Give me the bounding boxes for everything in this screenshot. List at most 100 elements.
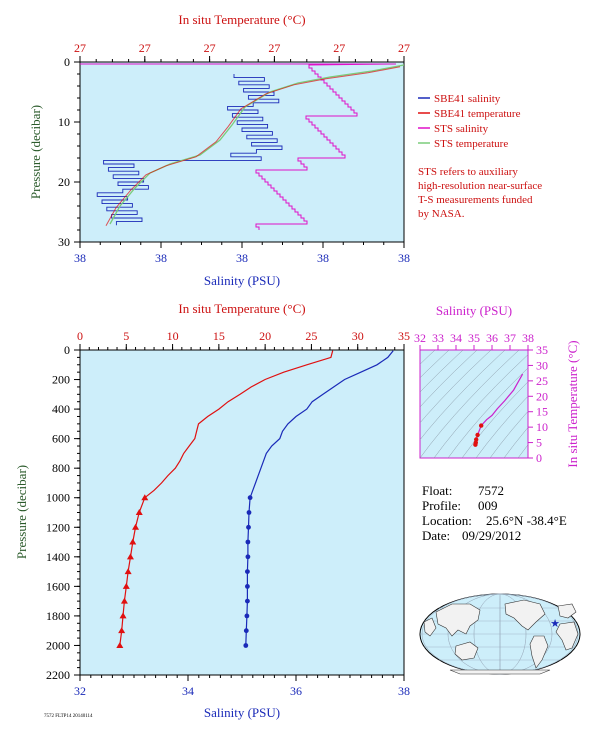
near-surface-chart: 27 27 27 27 27 27 38 38 38 38 38 0 10 20 30 In situ Te… (28, 12, 542, 288)
legend-sts-salinity: STS salinity (434, 123, 489, 135)
ts-deep-point (475, 432, 480, 438)
full-depth-bottom-tick-label: 34 (182, 684, 194, 698)
near-surface-sts-salinity-line (80, 63, 397, 230)
ts-density-contour (433, 354, 528, 458)
ts-density-contour (420, 350, 436, 365)
ts-density-contour (420, 350, 464, 393)
full-depth-top-tick-label: 10 (167, 329, 179, 343)
full-depth-salinity-point (245, 598, 250, 604)
full-depth-plot-area (79, 349, 405, 676)
ts-density-contour (420, 350, 506, 441)
near-surface-legend: SBE41 salinity SBE41 temperature STS sal… (418, 93, 521, 150)
float-info: Float: 7572 Profile: 009 Location: 25.6°… (422, 483, 567, 543)
full-depth-bottom-tick-label: 38 (398, 684, 410, 698)
ts-density-contour (420, 350, 520, 458)
near-surface-top-axis-label: In situ Temperature (°C) (178, 12, 305, 27)
full-depth-temperature-point (126, 553, 134, 560)
full-depth-y-tick-label: 200 (52, 373, 70, 387)
full-depth-top-tick-label: 15 (213, 329, 225, 343)
full-depth-temperature-point (141, 494, 149, 501)
near-surface-top-tick-label: 27 (74, 41, 86, 55)
full-depth-y-tick-label: 0 (64, 343, 70, 357)
sts-note: STS refers to auxiliary high-resolution … (418, 166, 542, 220)
full-depth-temperature-point (120, 597, 128, 604)
ts-right-tick-label: 25 (536, 374, 548, 388)
full-depth-temperature-point (124, 568, 132, 575)
near-surface-top-tick-label: 27 (139, 41, 151, 55)
world-map: ★ (419, 593, 581, 675)
land-asia (435, 603, 481, 637)
location-label: Location: (422, 513, 472, 528)
near-surface-sbe41-salinity-line (96, 74, 283, 226)
full-depth-salinity-point (247, 495, 253, 501)
date-value: 09/29/2012 (462, 528, 521, 543)
near-surface-y-axis-label: Pressure (decibar) (28, 105, 43, 199)
ts-plot-area (419, 349, 529, 459)
map-land (423, 599, 579, 675)
full-depth-salinity-point (246, 524, 251, 530)
near-surface-top-tick-label: 27 (204, 41, 216, 55)
near-surface-top-tick-label: 27 (398, 41, 410, 55)
ts-top-tick-label: 37 (504, 331, 516, 345)
full-depth-y-tick-label: 1600 (46, 579, 70, 593)
full-depth-top-tick-label: 30 (352, 329, 364, 343)
full-depth-salinity-point (243, 628, 249, 634)
ts-right-tick-label: 5 (536, 436, 542, 450)
full-depth-y-tick-label: 2200 (46, 668, 70, 682)
full-depth-top-tick-label: 0 (77, 329, 83, 343)
ts-density-contour (420, 350, 492, 424)
full-depth-salinity-point (246, 510, 252, 515)
full-depth-y-tick-label: 600 (52, 432, 70, 446)
full-depth-y-tick-label: 1800 (46, 609, 70, 623)
full-depth-salinity-point (244, 613, 250, 619)
profile-label: Profile: (422, 498, 461, 513)
full-depth-top-axis-label: In situ Temperature (°C) (178, 301, 305, 316)
full-depth-y-tick-label: 1200 (46, 520, 70, 534)
sts-note-line-3: T-S measurements funded (418, 194, 533, 206)
ts-density-contour (447, 367, 528, 458)
full-depth-bottom-tick-label: 32 (74, 684, 86, 698)
full-depth-chart: 0 5 10 15 20 25 30 35 32 34 36 38 0 200 400 600 800 1000 1… (14, 301, 410, 720)
ts-right-tick-label: 10 (536, 420, 548, 434)
footer-code: 7572 FLTP14 20140114 (44, 714, 93, 719)
ts-top-tick-label: 34 (450, 331, 462, 345)
ts-deep-point (473, 442, 478, 447)
full-depth-salinity-point (245, 539, 251, 545)
full-depth-temperature-point (129, 538, 137, 545)
near-surface-sbe41-temperature-line (105, 66, 401, 227)
near-surface-y-tick-label: 0 (64, 55, 70, 69)
near-surface-bottom-tick-label: 38 (155, 251, 167, 265)
land-south-america (529, 635, 549, 669)
full-depth-temperature-point (135, 509, 143, 515)
near-surface-top-tick-label: 27 (268, 41, 280, 55)
full-depth-y-tick-label: 800 (52, 461, 70, 475)
full-depth-y-tick-label: 2000 (46, 638, 70, 652)
full-depth-y-tick-label: 400 (52, 402, 70, 416)
land-europe (557, 603, 577, 619)
full-depth-temperature-point (122, 582, 130, 589)
land-antarctica (449, 669, 551, 675)
ts-density-contour (420, 350, 478, 408)
ts-right-tick-label: 30 (536, 358, 548, 372)
ts-right-tick-label: 15 (536, 405, 548, 419)
ts-density-contour (475, 395, 528, 458)
full-depth-salinity-point (245, 584, 250, 589)
near-surface-y-tick-label: 20 (58, 175, 70, 189)
full-depth-bottom-axis-label: Salinity (PSU) (204, 705, 280, 720)
legend-sbe41-salinity: SBE41 salinity (434, 93, 501, 105)
land-north-america (504, 599, 546, 631)
ts-top-tick-label: 36 (486, 331, 498, 345)
land-australia (454, 641, 479, 661)
full-depth-y-tick-label: 1000 (46, 491, 70, 505)
full-depth-temperature-point (119, 612, 127, 619)
full-depth-top-tick-label: 35 (398, 329, 410, 343)
near-surface-bottom-tick-label: 38 (398, 251, 410, 265)
ts-right-tick-label: 35 (536, 343, 548, 357)
full-depth-y-tick-label: 1400 (46, 550, 70, 564)
near-surface-bottom-tick-label: 38 (74, 251, 86, 265)
near-surface-bottom-axis-label: Salinity (PSU) (204, 273, 280, 288)
full-depth-temperature-point (118, 627, 126, 634)
legend-sbe41-temperature: SBE41 temperature (434, 108, 521, 120)
full-depth-y-axis-label: Pressure (decibar) (14, 465, 29, 559)
